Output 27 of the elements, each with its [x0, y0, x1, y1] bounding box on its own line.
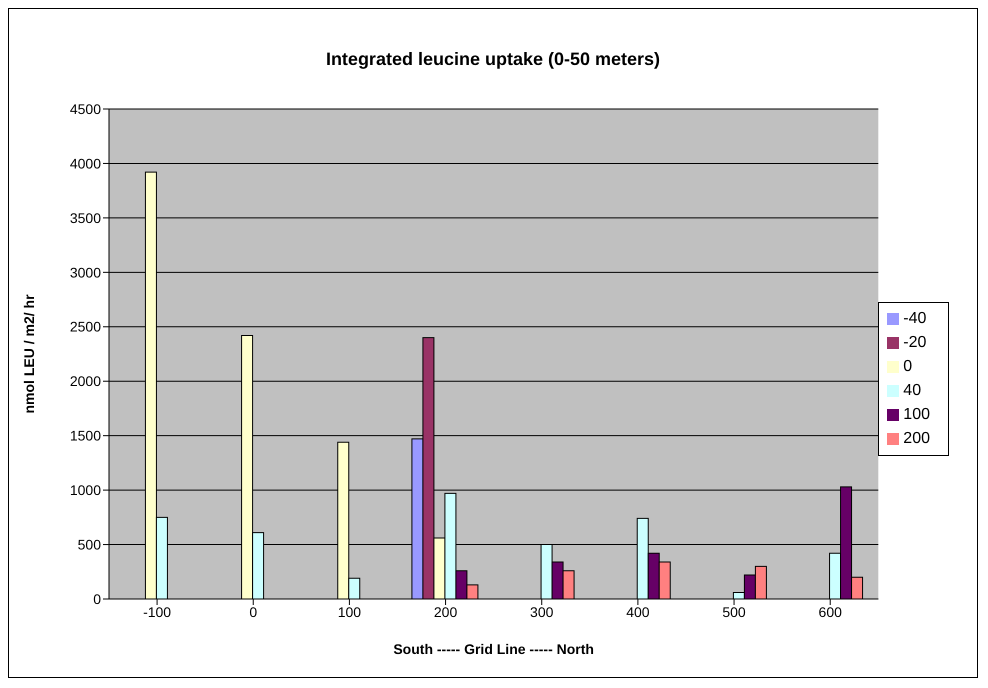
- x-tick-label: 300: [530, 604, 554, 620]
- x-tick-label: 600: [818, 604, 842, 620]
- legend-label: -20: [903, 334, 926, 351]
- y-tick-label: 2000: [70, 373, 102, 390]
- y-axis-title: nmol LEU / m2/ hr: [20, 294, 37, 414]
- y-tick-label: 0: [93, 590, 102, 607]
- x-tick-label: 200: [434, 604, 458, 620]
- y-tick-label: 3000: [70, 264, 102, 280]
- x-axis-title: South ----- Grid Line ----- North: [393, 641, 594, 657]
- x-tick-label: 500: [722, 604, 746, 620]
- x-tick-label: -100: [143, 604, 172, 620]
- y-tick-label: 1000: [70, 482, 102, 498]
- y-tick-label: 4000: [70, 155, 102, 172]
- x-tick-label: 100: [338, 604, 362, 620]
- y-tick-label: 3500: [70, 210, 102, 226]
- y-tick-label: 2500: [70, 318, 102, 335]
- y-tick-label: 500: [78, 536, 102, 553]
- y-tick-label: 1500: [70, 428, 102, 444]
- y-tick-label: 4500: [70, 100, 102, 117]
- legend-label: 200: [903, 430, 930, 447]
- legend-label: 100: [903, 406, 930, 423]
- legend-label: 40: [903, 382, 922, 399]
- x-tick-label: 0: [249, 604, 258, 620]
- legend-label: -40: [903, 310, 926, 327]
- chart-title: Integrated leucine uptake (0-50 meters): [324, 48, 662, 71]
- x-tick-label: 400: [626, 604, 650, 620]
- legend-label: 0: [903, 358, 912, 375]
